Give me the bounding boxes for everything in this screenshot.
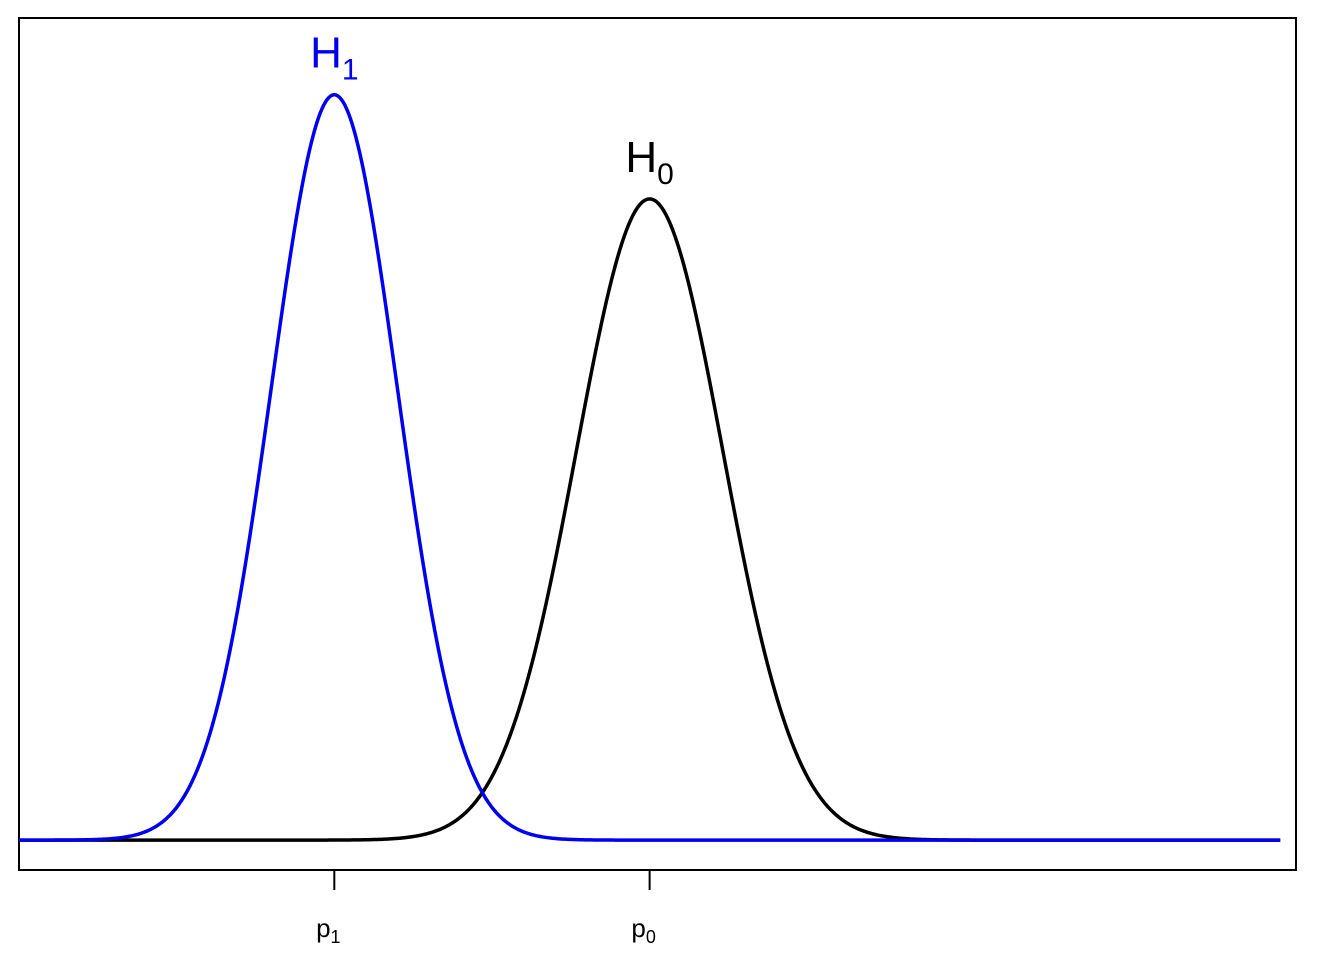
x-tick-label: p1 [316, 913, 340, 947]
series-line-h1 [19, 92, 1281, 842]
x-axis: p1 p0 [316, 870, 656, 947]
series-label-h1: H1 [310, 29, 358, 87]
x-tick-label: p0 [631, 913, 655, 947]
curves [19, 92, 1281, 842]
series-label-h0: H0 [625, 133, 673, 191]
curve-labels: H0 H1 [310, 29, 674, 191]
plot-frame [18, 17, 1297, 871]
